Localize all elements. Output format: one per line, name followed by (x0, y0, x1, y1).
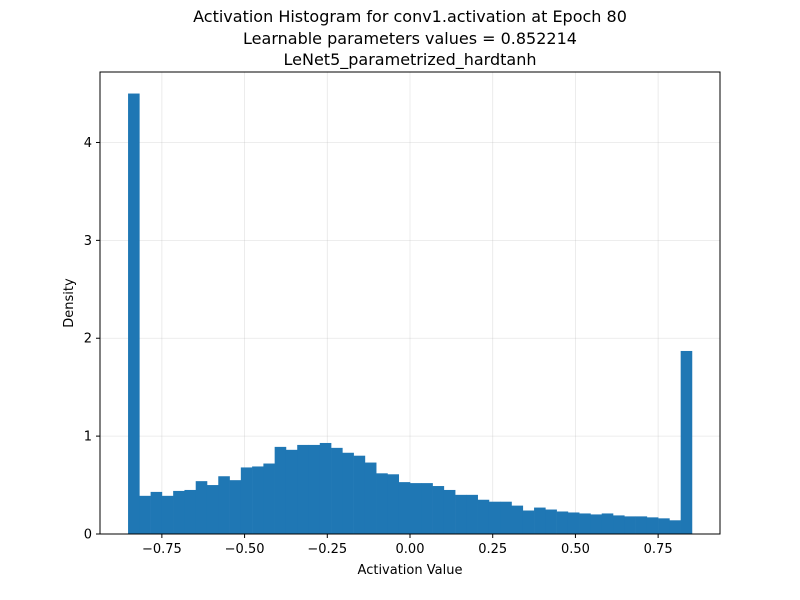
histogram-bar-48 (669, 520, 681, 534)
x-axis-ticks: −0.75 −0.50 −0.25 0.00 0.25 0.50 0.75 (142, 534, 673, 557)
y-axis-ticks: 0 1 2 3 4 (84, 136, 100, 543)
histogram-bar-13 (274, 446, 287, 534)
histogram-bar-19 (342, 452, 354, 534)
histogram-bar-15 (297, 444, 309, 534)
x-tick-label-4: 0.25 (478, 542, 507, 557)
x-tick-label-6: 0.75 (644, 542, 673, 557)
x-tick-label-5: 0.50 (561, 542, 590, 557)
grid-lines (100, 72, 720, 535)
histogram-bar-34 (511, 505, 524, 534)
y-tick-label-0: 0 (84, 528, 92, 543)
histogram-bar-25 (410, 483, 422, 534)
x-tick-label-0: −0.75 (142, 542, 182, 557)
histogram-bar-23 (387, 474, 400, 534)
histogram-bar-18 (331, 447, 343, 534)
y-tick-label-2: 2 (84, 332, 92, 347)
histogram-bar-11 (252, 466, 264, 534)
histogram-bar-46 (646, 517, 659, 534)
histogram-bar-1 (139, 495, 151, 534)
title-line-3: LeNet5_parametrized_hardtanh (284, 50, 537, 70)
histogram-bar-37 (545, 509, 557, 534)
histogram-bar-36 (534, 507, 546, 534)
histogram-bar-17 (319, 442, 332, 534)
x-tick-label-1: −0.50 (225, 542, 265, 557)
histogram-bar-33 (500, 501, 512, 534)
x-tick-label-3: 0.00 (396, 542, 425, 557)
histogram-bar-10 (240, 467, 253, 534)
histogram-bar-44 (624, 516, 636, 534)
title-line-1: Activation Histogram for conv1.activatio… (193, 7, 627, 26)
x-axis-label: Activation Value (358, 563, 463, 578)
histogram-bar-45 (635, 516, 648, 534)
y-axis-label: Density (62, 278, 77, 328)
histogram-bar-32 (488, 501, 501, 534)
histogram-bar-24 (398, 482, 411, 534)
histogram-bar-26 (421, 483, 433, 534)
histogram-bar-49 (680, 350, 693, 534)
histogram-bar-41 (590, 514, 603, 534)
y-tick-label-1: 1 (84, 430, 92, 445)
histogram-bar-0 (128, 93, 140, 534)
histogram-bar-47 (658, 518, 670, 534)
histogram-bar-6 (195, 481, 208, 534)
histogram-bar-43 (613, 515, 625, 534)
histogram-bar-16 (308, 444, 321, 534)
histogram-bar-38 (556, 511, 569, 534)
chart-title: Activation Histogram for conv1.activatio… (193, 7, 627, 70)
histogram-bar-28 (443, 489, 456, 534)
histogram-bar-20 (353, 455, 366, 534)
histogram-bars (128, 93, 693, 534)
histogram-bar-7 (206, 485, 219, 534)
title-line-2: Learnable parameters values = 0.852214 (243, 29, 577, 48)
histogram-bar-39 (567, 512, 580, 534)
histogram-bar-31 (477, 499, 490, 534)
histogram-bar-3 (161, 495, 174, 534)
histogram-bar-21 (364, 462, 377, 534)
x-tick-label-2: −0.25 (307, 542, 347, 557)
histogram-bar-42 (601, 513, 614, 534)
histogram-bar-8 (218, 476, 230, 534)
histogram-bar-5 (184, 489, 197, 534)
y-tick-label-4: 4 (84, 136, 92, 151)
histogram-bar-14 (285, 449, 298, 534)
histogram-bar-30 (466, 494, 478, 534)
histogram-bar-35 (522, 510, 535, 534)
histogram-bar-12 (263, 463, 275, 534)
histogram-bar-2 (150, 491, 163, 534)
histogram-bar-4 (173, 490, 185, 534)
histogram-bar-22 (376, 473, 388, 534)
y-tick-label-3: 3 (84, 234, 92, 249)
histogram-bar-9 (229, 480, 242, 534)
histogram-bar-29 (455, 494, 467, 534)
histogram-bar-27 (432, 486, 445, 534)
histogram-bar-40 (579, 513, 591, 534)
